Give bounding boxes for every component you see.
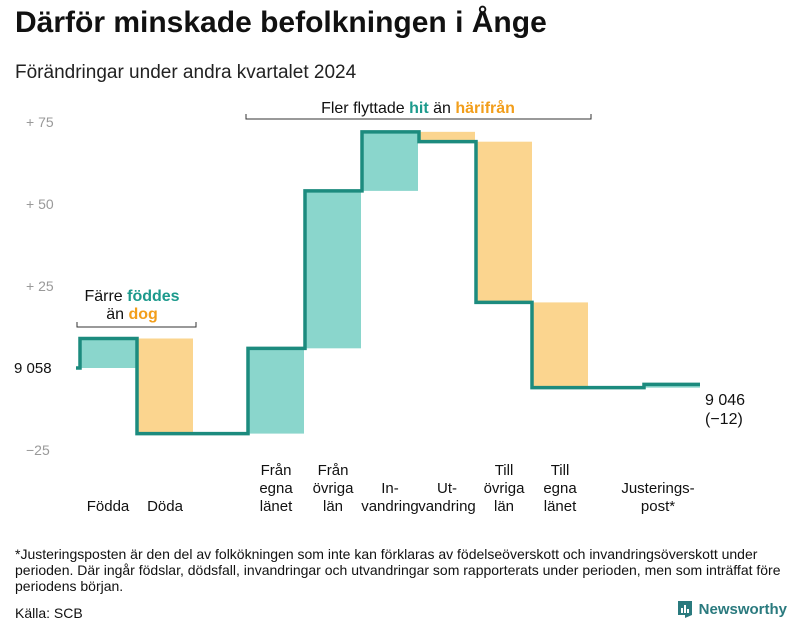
bar-1 <box>80 338 136 368</box>
category-label: Från övriga län <box>313 462 355 515</box>
y-tick-label: 9 058 <box>14 360 52 377</box>
bracket-births-deaths <box>76 322 197 328</box>
end-value-label: 9 046 <box>705 392 745 409</box>
category-label: Födda <box>87 498 130 515</box>
waterfall-chart: + 75 + 50 + 25 9 058 −25 Födda Döda Från egna lä… <box>14 99 745 515</box>
bar-5 <box>362 131 418 191</box>
bar-2 <box>137 338 193 434</box>
source-note: Källa: SCB <box>15 605 83 621</box>
annotation-migration: Fler flyttade hit än härifrån <box>321 99 515 117</box>
annotation-births-deaths-line2: än dog <box>106 306 158 323</box>
bar-8 <box>532 302 588 388</box>
y-tick-label: + 50 <box>26 196 54 212</box>
category-label: Justerings-post* <box>621 480 694 515</box>
category-label: Från egna länet <box>259 462 293 515</box>
category-label: Döda <box>147 498 184 515</box>
brand-logo: Newsworthy <box>677 600 787 618</box>
annotation-births-deaths-line1: Färre föddes <box>84 288 179 305</box>
running-total-line <box>76 130 700 436</box>
category-label: Till övriga län <box>484 462 526 515</box>
category-label: Till egna länet <box>543 462 577 515</box>
chart-title: Därför minskade befolkningen i Ånge <box>15 6 547 39</box>
bar-6 <box>419 131 475 142</box>
category-label: In-vandring <box>361 480 419 515</box>
end-change-label: (−12) <box>705 411 743 428</box>
brand-name: Newsworthy <box>698 600 787 618</box>
bar-7 <box>476 141 532 303</box>
category-label: Ut-vandring <box>418 480 476 515</box>
bar-chart-icon <box>677 601 692 618</box>
y-tick-label: + 25 <box>26 278 54 294</box>
y-tick-label: −25 <box>26 442 50 458</box>
bracket-migration <box>245 114 592 120</box>
y-tick-label: + 75 <box>26 114 54 130</box>
bar-3 <box>248 348 304 434</box>
bar-4 <box>305 190 361 349</box>
chart-subtitle: Förändringar under andra kvartalet 2024 <box>15 62 357 83</box>
footnote: *Justeringsposten är den del av folkökni… <box>15 546 781 594</box>
